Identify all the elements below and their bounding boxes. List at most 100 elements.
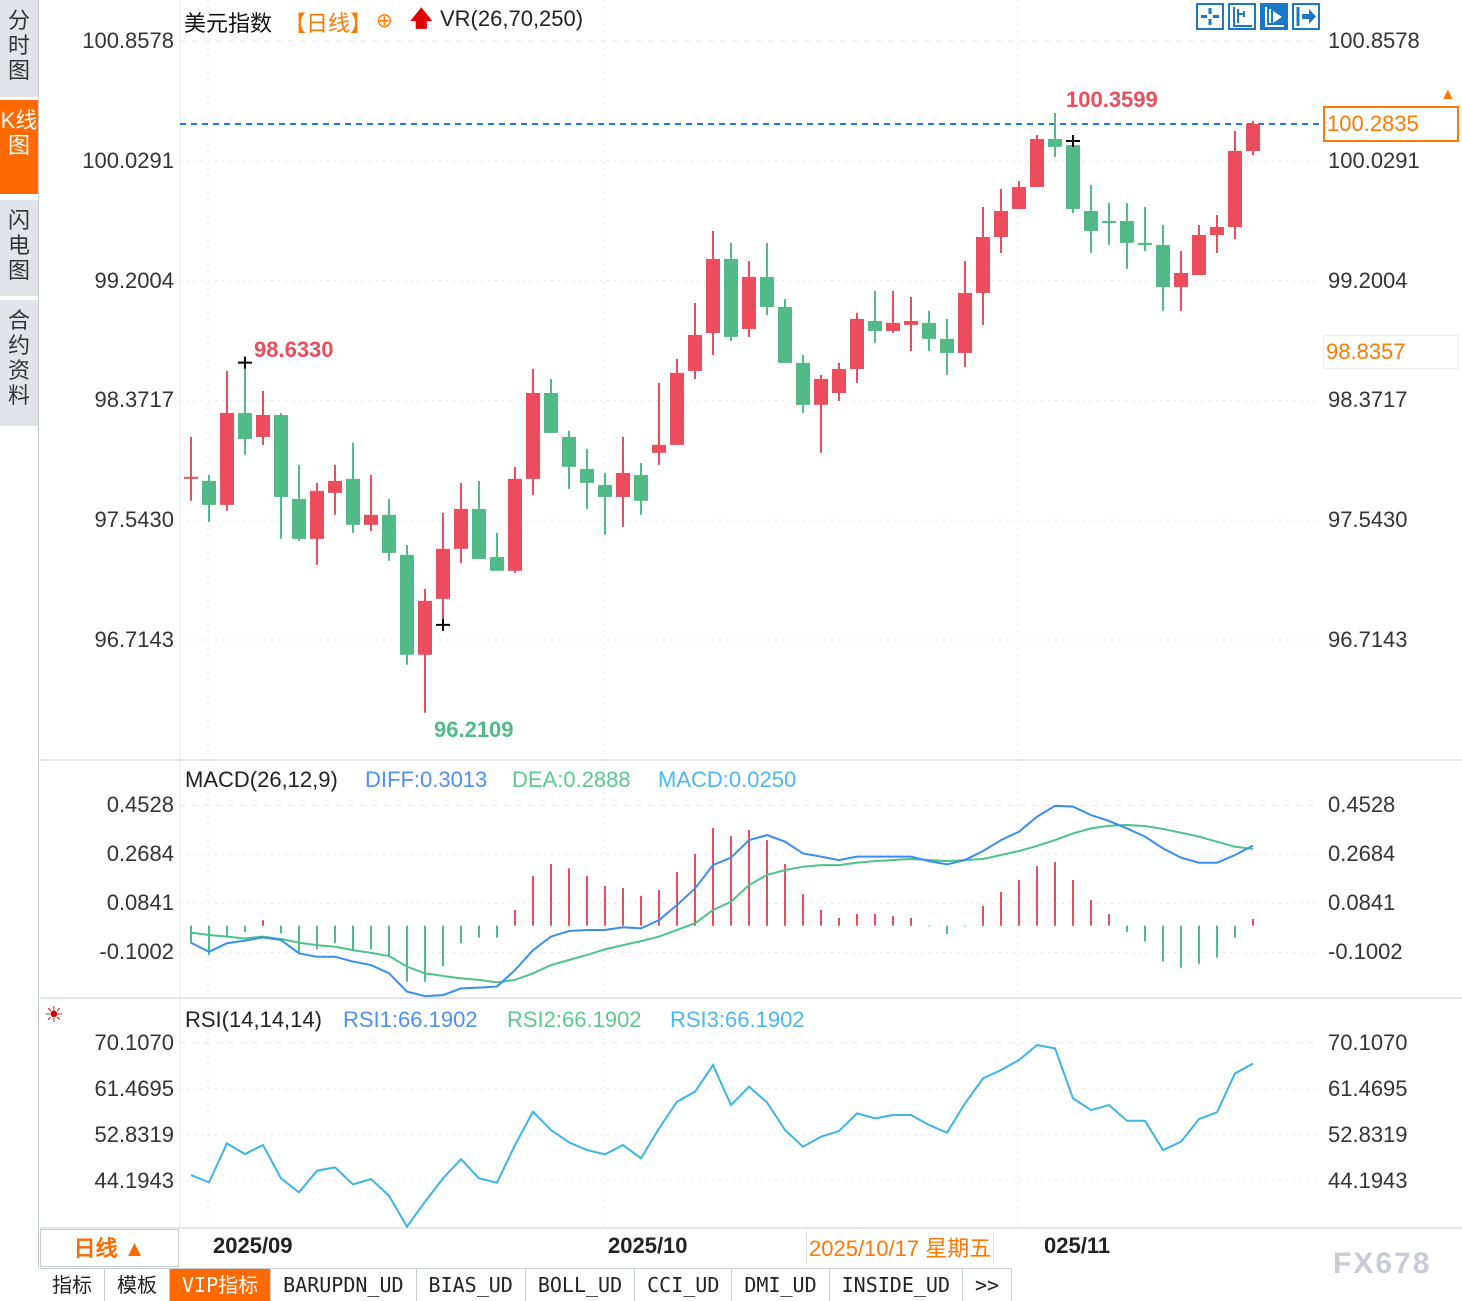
macd-dea-value: DEA:0.2888 (512, 767, 631, 792)
last-price-box: 100.2835 (1323, 106, 1459, 142)
rsi-y-tick-left: 61.4695 (94, 1075, 174, 1101)
main-y-tick-right: 100.0291 (1328, 147, 1420, 173)
rsi1-value: RSI1:66.1902 (343, 1007, 478, 1032)
main-y-tick-left: 97.5430 (94, 507, 174, 533)
candle-up (508, 478, 522, 571)
candle-up (832, 368, 846, 393)
macd-y-tick-right: -0.1002 (1328, 939, 1403, 965)
candle-up (220, 412, 234, 505)
rsi-y-tick-right: 70.1070 (1328, 1029, 1408, 1055)
range-icon[interactable] (1228, 3, 1256, 30)
candle-up (958, 292, 972, 353)
candle-up (436, 548, 450, 599)
main-y-tick-left: 100.0291 (82, 147, 174, 173)
sun-settings-icon[interactable]: ☀ (44, 1002, 64, 1027)
low-price-label: 96.2109 (434, 717, 514, 742)
rsi-title: RSI(14,14,14) (185, 1007, 322, 1032)
candle-up (256, 414, 270, 437)
candle-up (886, 322, 900, 331)
candle-down (544, 392, 558, 433)
candle-down (724, 258, 738, 337)
macd-y-tick-left: 0.0841 (106, 890, 174, 916)
main-y-tick-left: 96.7143 (94, 627, 174, 652)
tab-bias[interactable]: BIAS_UD (417, 1269, 526, 1301)
sidebar-item-intraday[interactable]: 分时图 (0, 0, 38, 97)
candle-up (184, 476, 198, 479)
macd-y-tick-left: 0.4528 (106, 792, 174, 818)
candle-up (904, 320, 918, 325)
tab-cci[interactable]: CCI_UD (635, 1269, 733, 1301)
sidebar-item-kline[interactable]: K线图 (0, 100, 38, 194)
candle-down (382, 514, 396, 553)
candle-down (1048, 138, 1062, 147)
candle-down (1138, 242, 1152, 245)
tab-dmi[interactable]: DMI_UD (732, 1269, 830, 1301)
candle-up (310, 490, 324, 539)
candle-down (1084, 210, 1098, 231)
macd-title: MACD(26,12,9) (185, 767, 338, 792)
period-button[interactable]: 日线 ▲ (40, 1229, 179, 1267)
candle-up (454, 508, 468, 549)
indicator-tabs: 指标 模板 VIP指标 BARUPDN_UD BIAS_UD BOLL_UD C… (40, 1268, 1013, 1301)
candle-down (760, 276, 774, 307)
candle-down (1102, 220, 1116, 223)
candle-up (616, 472, 630, 497)
x-tick-label: 2025/10 (608, 1233, 688, 1258)
main-y-tick-right: 96.7143 (1328, 627, 1408, 652)
candle-down (1120, 220, 1134, 243)
candle-up (670, 372, 684, 445)
macd-y-tick-right: 0.0841 (1328, 890, 1396, 916)
tab-vip-indicator[interactable]: VIP指标 (170, 1269, 272, 1301)
sidebar-item-contract-info[interactable]: 合约资料 (0, 300, 38, 426)
scroll-top-icon[interactable]: ▲ (1440, 86, 1456, 103)
rsi-y-tick-left: 70.1070 (94, 1029, 174, 1055)
tab-barupdn[interactable]: BARUPDN_UD (271, 1269, 417, 1301)
main-y-tick-right: 98.3717 (1328, 387, 1408, 413)
rsi-y-tick-right: 44.1943 (1328, 1167, 1408, 1193)
period-label[interactable]: 【日线】 (284, 11, 373, 36)
candle-down (598, 484, 612, 497)
tab-more[interactable]: >> (963, 1269, 1013, 1301)
candle-up (1012, 186, 1026, 209)
candle-down (778, 306, 792, 363)
tab-indicator[interactable]: 指标 (40, 1269, 105, 1301)
crosshair-icon[interactable] (1196, 3, 1224, 30)
candle-up (706, 258, 720, 333)
extreme-marker-icon (436, 618, 450, 631)
add-indicator-icon[interactable]: ⊕ (376, 10, 393, 32)
tab-template[interactable]: 模板 (105, 1269, 170, 1301)
tab-inside[interactable]: INSIDE_UD (830, 1269, 964, 1301)
candle-up (1210, 227, 1224, 235)
tab-boll[interactable]: BOLL_UD (526, 1269, 636, 1301)
symbol-title: 美元指数 (184, 11, 273, 36)
macd-y-tick-right: 0.4528 (1328, 792, 1396, 818)
crosshair-price-label: 98.8357 (1323, 335, 1459, 369)
candle-up (850, 318, 864, 369)
vr-indicator-label: VR(26,70,250) (440, 6, 584, 31)
hover-date-label: 2025/10/17 星期五 (806, 1231, 995, 1263)
diff-line (190, 804, 1254, 998)
main-y-tick-right: 97.5430 (1328, 507, 1408, 533)
rsi-line (190, 1043, 1254, 1229)
rsi-y-tick-right: 61.4695 (1328, 1075, 1408, 1101)
candle-down (580, 468, 594, 483)
candle-down (472, 508, 486, 559)
main-y-tick-right: 100.8578 (1328, 28, 1420, 53)
candle-down (922, 322, 936, 339)
left-high-price-label: 98.6330 (254, 337, 334, 362)
candle-down (1156, 244, 1170, 288)
high-price-label: 100.3599 (1066, 87, 1158, 112)
candle-down (238, 412, 252, 439)
x-tick-label: 025/11 (1044, 1233, 1111, 1258)
main-y-tick-left: 98.3717 (94, 387, 174, 413)
dea-line (190, 823, 1254, 984)
candle-up (688, 334, 702, 371)
candle-up (1246, 124, 1260, 151)
macd-y-tick-right: 0.2684 (1328, 841, 1396, 867)
candle-down (940, 338, 954, 353)
sidebar-item-flash[interactable]: 闪电图 (0, 200, 38, 296)
candle-down (346, 478, 360, 525)
move-right-icon[interactable] (1292, 3, 1320, 30)
chart-play-icon[interactable] (1260, 3, 1288, 30)
